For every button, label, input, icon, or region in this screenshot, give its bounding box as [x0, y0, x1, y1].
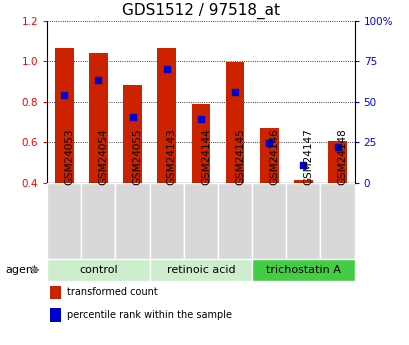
Point: [163, 67, 170, 72]
Bar: [123, 85, 142, 183]
Bar: [252, 183, 285, 259]
Bar: [285, 183, 320, 259]
Bar: [81, 183, 115, 259]
Text: retinoic acid: retinoic acid: [166, 265, 235, 275]
Text: control: control: [79, 265, 117, 275]
Text: percentile rank within the sample: percentile rank within the sample: [67, 310, 232, 320]
Bar: [149, 259, 252, 281]
Bar: [252, 259, 354, 281]
Text: GSM24054: GSM24054: [98, 128, 108, 185]
Bar: [115, 183, 149, 259]
Point: [95, 78, 101, 83]
Text: GSM24143: GSM24143: [166, 128, 176, 185]
Point: [231, 89, 238, 95]
Bar: [47, 259, 149, 281]
Point: [299, 162, 306, 167]
Bar: [225, 62, 244, 183]
Point: [61, 92, 67, 97]
Point: [129, 114, 135, 120]
Bar: [89, 53, 108, 183]
Bar: [183, 183, 218, 259]
Bar: [47, 183, 81, 259]
Text: agent: agent: [6, 265, 38, 275]
Text: transformed count: transformed count: [67, 287, 158, 297]
Text: GSM24144: GSM24144: [200, 128, 210, 185]
Bar: [259, 128, 278, 183]
Bar: [218, 183, 252, 259]
Point: [197, 116, 204, 122]
Text: GSM24053: GSM24053: [64, 128, 74, 185]
Point: [333, 145, 340, 150]
Bar: [50, 308, 61, 322]
Bar: [293, 180, 312, 183]
Text: GSM24147: GSM24147: [303, 128, 312, 185]
Bar: [191, 104, 210, 183]
Bar: [55, 48, 74, 183]
Bar: [157, 48, 176, 183]
Text: GSM24146: GSM24146: [269, 128, 279, 185]
Bar: [50, 286, 61, 299]
Title: GDS1512 / 97518_at: GDS1512 / 97518_at: [121, 3, 279, 19]
Text: GSM24148: GSM24148: [337, 128, 347, 185]
Point: [265, 140, 272, 146]
Bar: [149, 183, 183, 259]
Text: trichostatin A: trichostatin A: [265, 265, 340, 275]
Bar: [327, 141, 346, 183]
Text: GSM24055: GSM24055: [132, 128, 142, 185]
Text: GSM24145: GSM24145: [234, 128, 245, 185]
Bar: [320, 183, 354, 259]
